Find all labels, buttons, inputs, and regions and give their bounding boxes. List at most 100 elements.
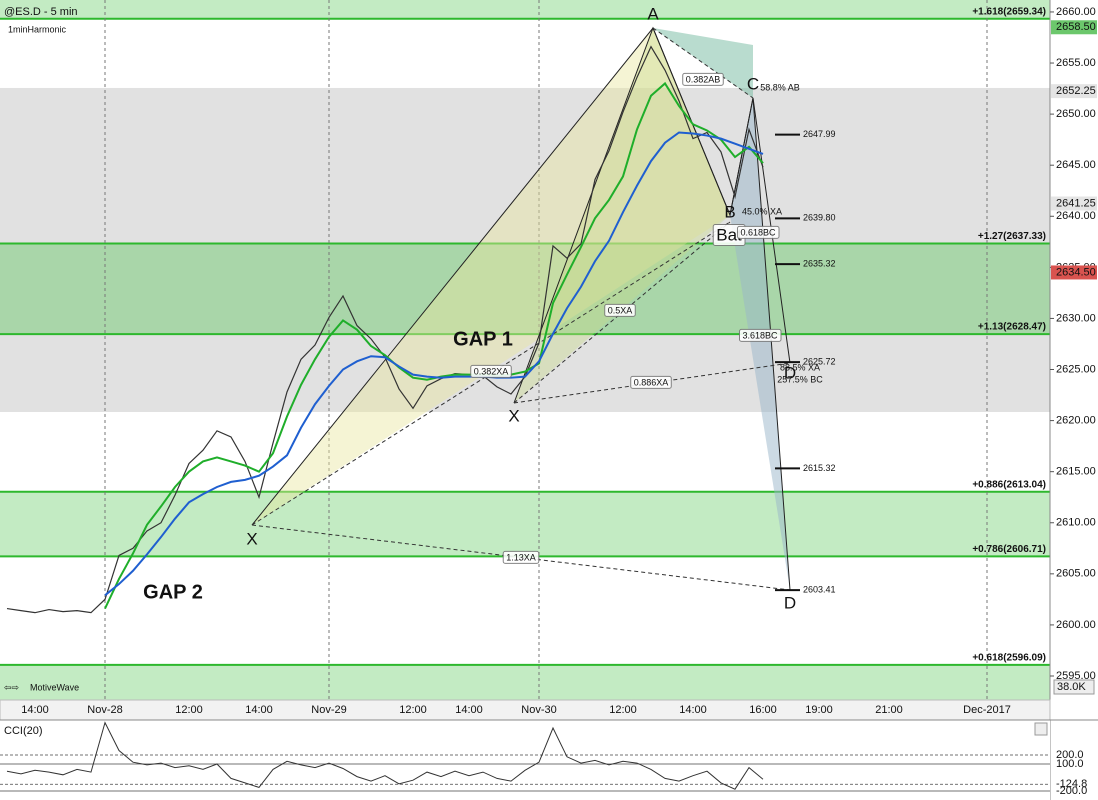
x-tick-label: Nov-30 [521,704,556,716]
level-label: +1.618(2659.34) [972,6,1046,17]
price-marker-label: 2652.25 [1056,85,1096,97]
volume-label: 38.0K [1057,681,1086,693]
y-tick-label: 2610.00 [1056,517,1096,529]
y-tick-label: 2595.00 [1056,670,1096,682]
level-label: +0.618(2596.09) [972,652,1046,663]
price-line [104,131,764,597]
pattern-annotation: C [747,74,759,93]
y-tick-label: 2605.00 [1056,568,1096,580]
cci-line [6,721,764,790]
zone [0,243,1050,335]
annotation-box [470,364,512,378]
annotation-box [682,72,724,86]
level-label: +1.13(2628.47) [978,322,1046,333]
x-tick-label: 12:00 [609,704,637,716]
x-tick-label: 14:00 [455,704,483,716]
price-axis-panel [1050,0,1098,800]
footer-brand: MotiveWave [30,682,79,692]
annotations: +1.618(2659.34) +1.27(2637.33) +1.13(2628.… [143,4,1046,663]
y-tick-label: 2630.00 [1056,312,1096,324]
pattern-annotation: 3.618BC [742,330,778,340]
price-line [104,81,764,609]
price-marker [1051,84,1097,99]
price-marker [1051,196,1097,211]
y-tick-label: 2615.00 [1056,466,1096,478]
pattern-level-label: 2615.32 [803,463,836,473]
x-tick-label: Dec-2017 [963,704,1011,716]
x-tick-label: Nov-28 [87,704,122,716]
cci-title: CCI(20) [4,725,43,737]
pattern-annotation: A [647,4,659,23]
annotation-box [604,303,636,317]
pattern-level-label: 2603.41 [803,584,836,594]
pattern-annotation: X [246,529,257,548]
pattern-annotation: 0.618BC [740,227,776,237]
close-button[interactable] [1034,722,1048,736]
pattern-annotation: D [784,593,796,612]
zones [0,0,1050,700]
x-tick-label: 12:00 [175,704,203,716]
x-tick-label: 16:00 [749,704,777,716]
price-marker-label: 2641.25 [1056,197,1096,209]
level-label: +1.27(2637.33) [978,231,1046,242]
pattern-annotation: D [784,363,796,382]
annotation-box [630,375,672,389]
price-marker [1051,265,1097,280]
y-tick-label: 2640.00 [1056,210,1096,222]
series [6,45,764,614]
pattern-bcd [730,98,790,590]
x-tick-label: 19:00 [805,704,833,716]
zone [0,0,1050,19]
pattern-annotation: X [508,406,519,425]
pattern-xab [252,28,730,525]
x-tick-label: 21:00 [875,704,903,716]
level-label: +0.786(2606.71) [972,544,1046,555]
price-marker [1051,20,1097,35]
pattern-level-label: 2647.99 [803,129,836,139]
ac-line [652,27,754,99]
y-tick-label: 2625.00 [1056,363,1096,375]
y-tick-label: 2650.00 [1056,108,1096,120]
annotation-box [738,328,782,342]
study-name: 1minHarmonic [8,24,67,34]
y-tick-label: 2645.00 [1056,159,1096,171]
level-label: +0.886(2613.04) [972,479,1046,490]
pattern-annotation: GAP 2 [143,581,203,603]
zone [0,664,1050,700]
pattern-annotation: 0.382AB [686,74,721,84]
x-tick-label: 14:00 [21,704,49,716]
grid [104,0,988,800]
pattern-annotation: 0.886XA [634,377,669,387]
cci-tick-label: 100.0 [1056,758,1084,770]
pattern-level-label: 2625.72 [803,357,836,367]
pattern-annotation: 88.5% XA [780,362,820,372]
cci-pane [0,720,1050,800]
y-tick-label: 2660.00 [1056,6,1096,18]
cci-tick-label: 200.0 [1056,749,1084,761]
pattern-annotation: B [724,202,735,221]
annotation-box [502,550,540,564]
zone [0,491,1050,557]
pattern-line-small [513,26,791,404]
x-tick-label: 12:00 [399,704,427,716]
pattern-level-label: 2639.80 [803,213,836,223]
y-tick-label: 2655.00 [1056,57,1096,69]
y-tick-label: 2620.00 [1056,414,1096,426]
pattern-annotation: 45.0% XA [742,206,782,216]
pattern-annotation: 257.5% BC [777,374,823,384]
cci-tick-label: -200.0 [1056,785,1087,797]
cci-tick-label: -124.8 [1056,778,1087,790]
volume-box [1053,679,1095,695]
pattern-annotation: 1.13XA [506,552,536,562]
price-marker-label: 2658.50 [1056,21,1096,33]
pattern-annotation: Bat [716,225,742,244]
pattern-annotation: GAP 1 [453,328,513,350]
footer-label[interactable]: ⇦⇨ [4,682,20,692]
pattern-annotation: 0.382XA [474,366,509,376]
chart-title: @ES.D - 5 min [4,6,78,18]
x-tick-label: Nov-29 [311,704,346,716]
price-marker-label: 2634.50 [1056,266,1096,278]
pattern-annotation: 0.5XA [608,305,633,315]
pattern-level-label: 2635.32 [803,258,836,268]
